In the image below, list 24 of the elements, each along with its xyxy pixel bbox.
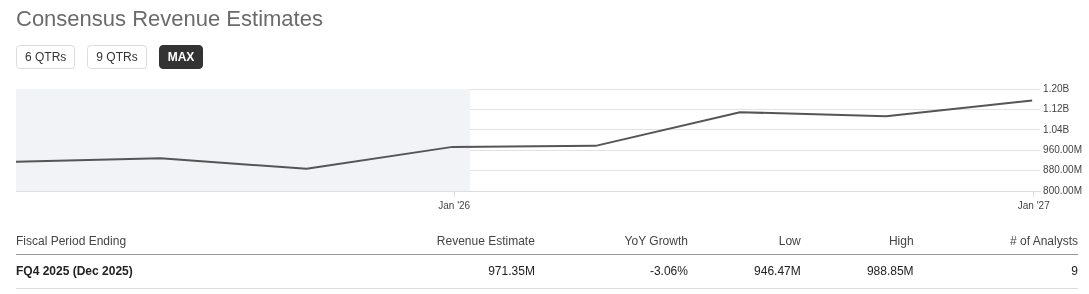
text: 988.85M	[800, 254, 914, 289]
text: 6 QTRs	[16, 45, 76, 69]
text: YoY Growth	[534, 228, 688, 255]
x-tick-label: Jan '26	[438, 199, 471, 211]
text: FQ4 2025 (Dec 2025)	[16, 254, 299, 289]
text: -3.06%	[534, 254, 688, 289]
text: 971.35M	[298, 254, 535, 289]
text: MAX	[158, 45, 204, 69]
y-tick-label: 960.00M	[1043, 143, 1083, 155]
y-tick-label: 1.20B	[1043, 82, 1070, 94]
text: Fiscal Period Ending	[16, 228, 299, 255]
text: 946.47M	[687, 254, 801, 289]
text: High	[800, 228, 914, 255]
chart-title: Consensus Revenue Estimates	[16, 6, 323, 32]
text: Low	[687, 228, 801, 255]
x-tick-label: Jan '27	[1017, 199, 1051, 211]
y-tick-label: 1.12B	[1043, 103, 1070, 115]
text: Revenue Estimate	[298, 228, 535, 255]
y-tick-label: 1.04B	[1043, 123, 1070, 135]
text: # of Analysts	[913, 228, 1078, 255]
y-tick-label: 800.00M	[1043, 184, 1083, 196]
text: 9	[913, 254, 1078, 289]
y-tick-label: 880.00M	[1043, 164, 1083, 176]
text: 9 QTRs	[87, 45, 147, 69]
